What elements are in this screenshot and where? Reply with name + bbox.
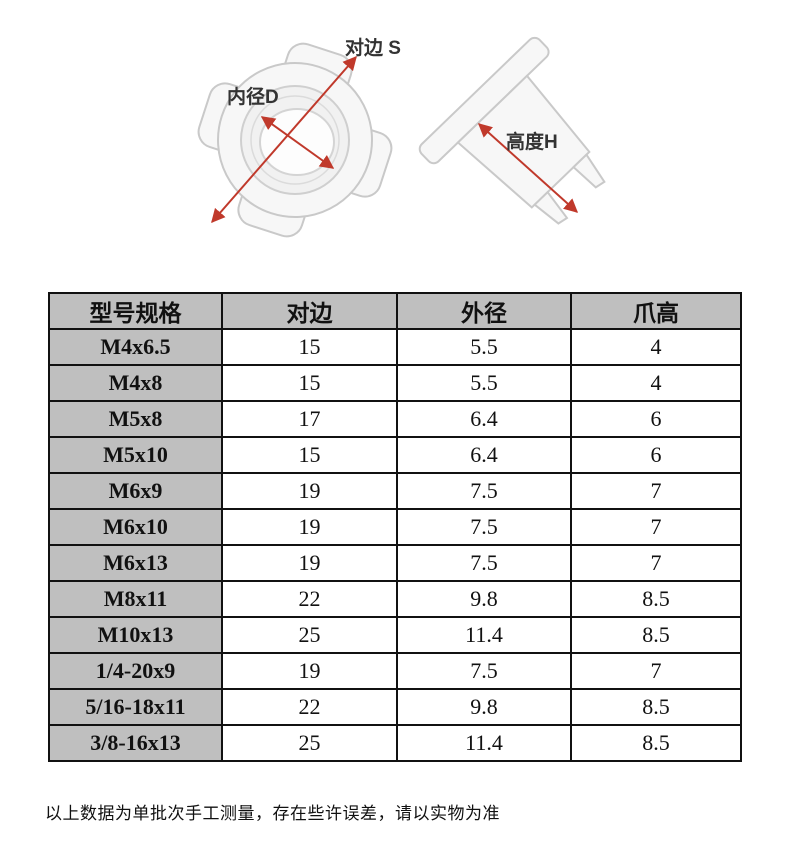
model-cell: M4x6.5 — [48, 328, 223, 366]
height-dimension-arrow — [477, 123, 579, 213]
value-cell: 11.4 — [396, 724, 572, 762]
value-cell: 25 — [221, 616, 398, 654]
value-cell: 15 — [221, 436, 398, 474]
value-cell: 8.5 — [570, 580, 742, 618]
column-header-claw-height: 爪高 — [570, 292, 742, 330]
value-cell: 7 — [570, 472, 742, 510]
value-cell: 7.5 — [396, 652, 572, 690]
value-cell: 15 — [221, 364, 398, 402]
spec-table-body: M4x6.5 15 5.5 4 M4x8 15 5.5 4 M5x8 17 6.4 6 M5x10 15 6… — [48, 328, 742, 762]
model-cell: M8x11 — [48, 580, 223, 618]
spec-table: 型号规格 对边 外径 爪高 M4x6.5 15 5.5 4 M4x8 15 5.5 4 M5x8… — [48, 292, 742, 762]
value-cell: 4 — [570, 364, 742, 402]
value-cell: 7.5 — [396, 472, 572, 510]
value-cell: 22 — [221, 688, 398, 726]
model-cell: M6x10 — [48, 508, 223, 546]
value-cell: 9.8 — [396, 688, 572, 726]
value-cell: 7 — [570, 508, 742, 546]
spec-table-header: 型号规格 对边 外径 爪高 — [48, 292, 742, 330]
inner-diameter-dimension-arrow — [260, 116, 335, 169]
value-cell: 17 — [221, 400, 398, 438]
table-row: 3/8-16x13 25 11.4 8.5 — [48, 724, 742, 762]
across-flats-label: 对边 S — [345, 36, 401, 59]
value-cell: 19 — [221, 544, 398, 582]
model-cell: M4x8 — [48, 364, 223, 402]
model-cell: 1/4-20x9 — [48, 652, 223, 690]
column-header-across-flats: 对边 — [221, 292, 398, 330]
value-cell: 5.5 — [396, 364, 572, 402]
model-cell: 5/16-18x11 — [48, 688, 223, 726]
value-cell: 6 — [570, 400, 742, 438]
value-cell: 8.5 — [570, 724, 742, 762]
value-cell: 7 — [570, 544, 742, 582]
table-row: M5x8 17 6.4 6 — [48, 400, 742, 438]
model-cell: M10x13 — [48, 616, 223, 654]
column-header-outer-diameter: 外径 — [396, 292, 572, 330]
header-row: 型号规格 对边 外径 爪高 — [48, 292, 742, 330]
model-cell: M5x8 — [48, 400, 223, 438]
value-cell: 25 — [221, 724, 398, 762]
value-cell: 15 — [221, 328, 398, 366]
table-row: M6x9 19 7.5 7 — [48, 472, 742, 510]
table-row: M6x13 19 7.5 7 — [48, 544, 742, 582]
value-cell: 8.5 — [570, 688, 742, 726]
table-row: M5x10 15 6.4 6 — [48, 436, 742, 474]
column-header-model: 型号规格 — [48, 292, 223, 330]
value-cell: 19 — [221, 472, 398, 510]
tnut-diagram: 对边 S 内径D 高度H — [197, 36, 606, 238]
value-cell: 11.4 — [396, 616, 572, 654]
value-cell: 7 — [570, 652, 742, 690]
footer-note: 以上数据为单批次手工测量，存在些许误差，请以实物为准 — [45, 804, 500, 823]
value-cell: 7.5 — [396, 508, 572, 546]
table-row: M8x11 22 9.8 8.5 — [48, 580, 742, 618]
model-cell: M6x9 — [48, 472, 223, 510]
value-cell: 5.5 — [396, 328, 572, 366]
table-row: M4x8 15 5.5 4 — [48, 364, 742, 402]
table-row: M4x6.5 15 5.5 4 — [48, 328, 742, 366]
value-cell: 7.5 — [396, 544, 572, 582]
table-row: 1/4-20x9 19 7.5 7 — [48, 652, 742, 690]
value-cell: 22 — [221, 580, 398, 618]
value-cell: 8.5 — [570, 616, 742, 654]
value-cell: 9.8 — [396, 580, 572, 618]
inner-diameter-label: 内径D — [227, 85, 279, 108]
value-cell: 6.4 — [396, 436, 572, 474]
table-row: M6x10 19 7.5 7 — [48, 508, 742, 546]
value-cell: 19 — [221, 652, 398, 690]
table-row: M10x13 25 11.4 8.5 — [48, 616, 742, 654]
value-cell: 6 — [570, 436, 742, 474]
value-cell: 19 — [221, 508, 398, 546]
model-cell: M6x13 — [48, 544, 223, 582]
table-row: 5/16-18x11 22 9.8 8.5 — [48, 688, 742, 726]
value-cell: 4 — [570, 328, 742, 366]
value-cell: 6.4 — [396, 400, 572, 438]
height-label: 高度H — [506, 130, 558, 153]
model-cell: M5x10 — [48, 436, 223, 474]
model-cell: 3/8-16x13 — [48, 724, 223, 762]
